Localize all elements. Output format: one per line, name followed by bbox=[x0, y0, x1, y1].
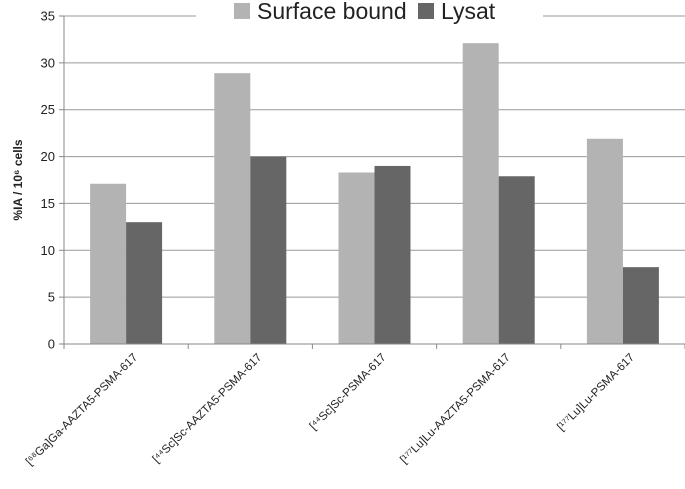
bars bbox=[90, 43, 659, 344]
y-tick-label: 35 bbox=[41, 9, 55, 24]
bar-surface-bound bbox=[90, 183, 127, 344]
legend-swatch bbox=[418, 3, 434, 19]
y-axis-label: %IA / 10⁶ cells bbox=[11, 139, 25, 220]
x-axis-ticks bbox=[63, 344, 685, 349]
bar-lysat bbox=[250, 156, 287, 344]
category-label: [⁴⁴Sc]Sc-AAZTA5-PSMA-617 bbox=[151, 352, 265, 466]
bar-lysat bbox=[498, 176, 535, 344]
bar-lysat bbox=[374, 165, 411, 344]
bar-surface-bound bbox=[214, 73, 251, 344]
y-tick-label: 10 bbox=[41, 243, 55, 258]
bar-surface-bound bbox=[338, 172, 375, 344]
legend-box bbox=[196, 0, 543, 26]
bar-lysat bbox=[126, 222, 163, 344]
bar-surface-bound bbox=[462, 43, 499, 344]
category-labels: [⁶⁸Ga]Ga-AAZTA5-PSMA-617 [⁴⁴Sc]Sc-AAZTA5-… bbox=[24, 352, 637, 468]
legend-label: Lysat bbox=[441, 0, 496, 24]
category-label: [⁴⁴Sc]Sc-PSMA-617 bbox=[308, 352, 389, 433]
category-label: [¹⁷⁷Lu]Lu-AAZTA5-PSMA-617 bbox=[398, 352, 513, 467]
bar-lysat bbox=[622, 267, 659, 344]
legend-label: Surface bound bbox=[257, 0, 407, 24]
y-tick-label: 0 bbox=[48, 337, 55, 352]
legend-swatch bbox=[234, 3, 250, 19]
bar-surface-bound bbox=[586, 138, 623, 344]
category-label: [¹⁷⁷Lu]Lu-PSMA-617 bbox=[555, 352, 637, 434]
y-tick-label: 5 bbox=[48, 290, 55, 305]
y-tick-label: 25 bbox=[41, 102, 55, 117]
axes bbox=[63, 16, 685, 345]
y-tick-label: 15 bbox=[41, 196, 55, 211]
y-tick-label: 20 bbox=[41, 149, 55, 164]
y-tick-label: 30 bbox=[41, 55, 55, 70]
category-label: [⁶⁸Ga]Ga-AAZTA5-PSMA-617 bbox=[24, 352, 140, 468]
legend: Surface bound Lysat bbox=[196, 0, 543, 26]
y-axis-ticks: 0 5 10 15 20 25 30 35 bbox=[41, 9, 64, 352]
